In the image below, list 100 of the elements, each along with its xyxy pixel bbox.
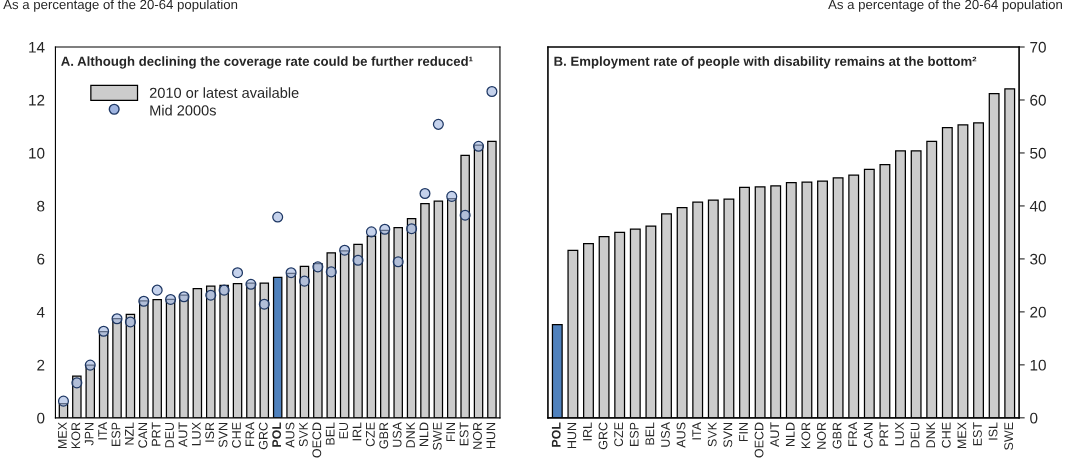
point — [124, 316, 136, 328]
x-tick-label: DEU — [910, 422, 920, 448]
x-tick-label: POL — [551, 422, 561, 447]
x-tick-label: GRC — [258, 422, 268, 450]
x-tick-label: LUX — [895, 422, 904, 446]
x-tick-label: FIN — [446, 423, 455, 442]
point — [165, 293, 177, 305]
x-tick-label: IRL — [352, 422, 362, 441]
text: B. Employment rate of people with disability remains at the bottom² — [554, 56, 977, 69]
y-tick-label: 14 — [29, 42, 45, 53]
x-tick-label: ITA — [692, 422, 701, 440]
y2-tick-label: 0 — [1030, 412, 1038, 424]
x-tick-label: GBR — [379, 422, 389, 449]
x-tick-label: OECD — [754, 422, 764, 458]
point — [365, 226, 377, 238]
point — [379, 223, 391, 235]
x-tick-label: CAN — [863, 423, 873, 448]
x-tick-label: SVN — [723, 423, 733, 448]
point — [98, 325, 110, 337]
x-tick-label: ESP — [111, 422, 121, 446]
x-tick-label: ITA — [98, 422, 107, 440]
x-tick-label: USA — [392, 422, 402, 447]
x-tick-label: DEU — [165, 422, 174, 448]
y2-tick-label: 40 — [1029, 200, 1046, 212]
x-tick-label: IRL — [583, 422, 592, 441]
point — [446, 190, 458, 202]
point — [392, 256, 404, 268]
y-tick-label: 0 — [37, 412, 45, 424]
text: A. Although declining the coverage rate could be further reduced¹ — [61, 56, 473, 69]
x-tick-label: HUN — [486, 423, 496, 449]
x-tick-label: ISL — [988, 422, 998, 440]
x-tick-label: GRC — [598, 422, 608, 450]
x-tick-label: BEL — [325, 422, 335, 445]
point — [178, 291, 190, 303]
y-tick-label: 12 — [29, 94, 45, 106]
point — [285, 267, 297, 279]
x-tick-label: DNK — [406, 422, 415, 448]
point — [205, 289, 217, 301]
point — [472, 140, 485, 152]
x-tick-label: OECD — [312, 422, 322, 458]
x-tick-label: JPN — [84, 423, 94, 446]
y-tick-label: 10 — [29, 147, 45, 159]
point — [138, 295, 150, 307]
x-tick-label: CHE — [232, 422, 241, 448]
y-tick-label: 6 — [37, 253, 45, 265]
x-tick-label: SVK — [298, 422, 308, 447]
y2-tick-label: 70 — [1030, 41, 1046, 53]
x-tick-label: KOR — [71, 422, 81, 449]
point — [298, 275, 311, 287]
point — [111, 313, 123, 325]
x-tick-label: BEL — [645, 422, 655, 445]
point — [419, 187, 431, 200]
x-tick-label: CAN — [138, 423, 148, 448]
x-tick-label: KOR — [801, 422, 811, 449]
y-tick-label: 8 — [37, 200, 45, 212]
point — [312, 261, 324, 273]
point — [57, 395, 70, 407]
x-tick-label: FIN — [739, 423, 748, 442]
point — [459, 209, 471, 221]
point — [325, 266, 337, 278]
x-tick-label: ISR — [205, 422, 215, 442]
point — [71, 377, 83, 389]
y2-tick-label: 60 — [1030, 94, 1046, 106]
x-tick-label: SWE — [432, 422, 442, 450]
point — [231, 267, 244, 279]
y2-tick-label: 10 — [1030, 359, 1046, 371]
y-tick-label: 4 — [36, 306, 45, 318]
x-tick-label: DNK — [926, 422, 935, 448]
x-tick-label: NZL — [125, 422, 134, 445]
y2-tick-label: 50 — [1030, 147, 1046, 159]
x-tick-label: PRT — [879, 422, 889, 446]
x-tick-label: AUS — [676, 422, 686, 448]
point — [151, 284, 163, 296]
x-tick-label: FRA — [848, 422, 857, 446]
y2-tick-label: 30 — [1030, 253, 1046, 265]
y-axis-title: As a percentage of the 20-64 population — [3, 0, 238, 12]
x-tick-label: HUN — [567, 423, 577, 449]
y-tick-label: 2 — [37, 359, 45, 371]
x-tick-label: MEX — [957, 422, 967, 449]
point — [406, 223, 418, 235]
x-tick-label: SVK — [707, 422, 717, 447]
x-tick-label: CZE — [365, 422, 375, 447]
point — [432, 118, 444, 130]
x-tick-label: CZE — [614, 422, 624, 447]
point — [218, 284, 230, 296]
x-tick-label: SWE — [1004, 422, 1014, 450]
point — [258, 298, 270, 310]
y2-axis-title: As a percentage of the 20-64 population — [828, 0, 1062, 12]
legend-label: Mid 2000s — [150, 104, 216, 116]
x-tick-label: AUT — [178, 422, 188, 447]
point — [352, 254, 364, 266]
point — [486, 85, 498, 98]
x-tick-label: EU — [339, 422, 348, 439]
x-tick-label: NLD — [785, 422, 795, 446]
x-tick-label: NLD — [419, 422, 429, 446]
x-tick-label: POL — [272, 422, 282, 447]
point — [272, 211, 284, 223]
x-tick-label: NOR — [473, 422, 482, 449]
x-tick-label: GBR — [832, 422, 842, 449]
x-tick-label: SVN — [218, 423, 228, 448]
